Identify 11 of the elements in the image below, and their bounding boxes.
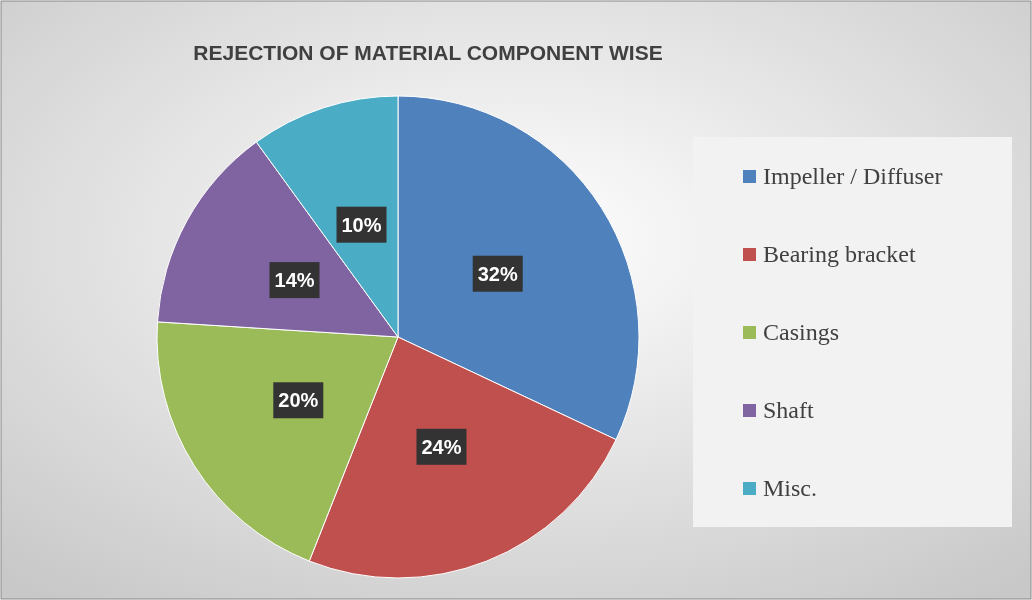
data-label: 24% (421, 435, 462, 458)
legend-label: Impeller / Diffuser (763, 163, 943, 189)
legend-label: Casings (763, 319, 840, 345)
chart-title: REJECTION OF MATERIAL COMPONENT WISE (193, 41, 663, 64)
legend-label: Bearing bracket (763, 241, 916, 267)
legend-label: Shaft (763, 397, 814, 423)
legend-label: Misc. (763, 475, 817, 501)
data-label: 14% (274, 269, 315, 292)
data-label: 10% (341, 213, 382, 236)
data-label: 32% (477, 262, 518, 285)
data-label: 20% (278, 389, 319, 412)
